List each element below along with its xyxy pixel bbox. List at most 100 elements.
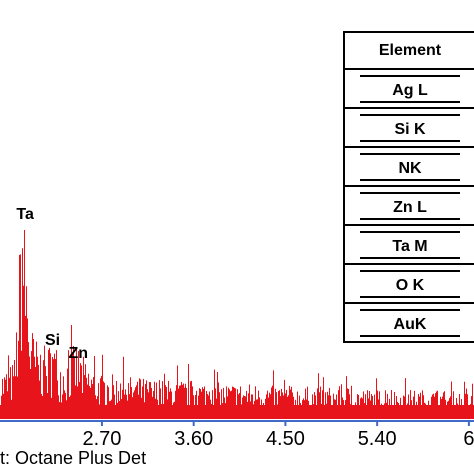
spectrum-bar bbox=[338, 390, 339, 419]
x-tick-label: 3.60 bbox=[174, 428, 213, 450]
spectrum-bar bbox=[164, 373, 165, 419]
spectrum-bar bbox=[348, 389, 349, 419]
spectrum-bar bbox=[199, 388, 200, 419]
spectrum-bar bbox=[170, 388, 171, 419]
peak-label-zn: Zn bbox=[68, 344, 88, 362]
spectrum-bar bbox=[183, 383, 184, 419]
spectrum-bar bbox=[281, 388, 282, 419]
spectrum-bar bbox=[177, 365, 178, 419]
spectrum-bar bbox=[200, 389, 201, 419]
spectrum-bar bbox=[184, 387, 185, 419]
spectrum-bar bbox=[235, 388, 236, 419]
spectrum-bar bbox=[81, 365, 82, 419]
spectrum-bar bbox=[32, 333, 33, 419]
spectrum-bar bbox=[229, 389, 230, 419]
x-axis-ticks: 2.70 3.60 4.50 5.40 6 bbox=[82, 421, 474, 450]
spectrum-bar bbox=[347, 388, 348, 419]
spectrum-bar bbox=[13, 376, 14, 419]
spectrum-bar bbox=[466, 388, 467, 419]
legend-rows: Ag L Si K NK Zn L Ta M O K AuK bbox=[345, 70, 474, 341]
spectrum-bar bbox=[102, 354, 103, 419]
spectrum-bar bbox=[35, 367, 36, 419]
spectrum-bar bbox=[67, 368, 68, 419]
spectrum-bar bbox=[273, 370, 274, 419]
spectrum-bar bbox=[145, 383, 146, 419]
spectrum-bar bbox=[77, 386, 78, 419]
spectrum-bar bbox=[29, 356, 30, 419]
spectrum-bar bbox=[180, 385, 181, 419]
spectrum-bar bbox=[71, 325, 72, 419]
spectrum-bar bbox=[191, 380, 192, 419]
spectrum-bar bbox=[165, 385, 166, 419]
legend-row: Ta M bbox=[345, 226, 474, 265]
spectrum-bar bbox=[101, 375, 102, 419]
spectrum-bar bbox=[329, 387, 330, 419]
spectrum-bar bbox=[80, 363, 81, 419]
spectrum-bar bbox=[125, 389, 126, 419]
element-legend-table: Element Ag L Si K NK Zn L Ta M O K AuK bbox=[343, 31, 474, 343]
spectrum-bar bbox=[30, 369, 31, 419]
spectrum-bar bbox=[135, 387, 136, 419]
spectrum-bar bbox=[212, 390, 213, 419]
spectrum-bar bbox=[289, 385, 290, 419]
spectrum-bar bbox=[18, 340, 19, 419]
spectrum-bar bbox=[53, 359, 54, 419]
spectrum-bar bbox=[93, 376, 94, 419]
spectrum-bar bbox=[50, 353, 51, 419]
spectrum-bar bbox=[231, 390, 232, 419]
legend-element-label: Ag L bbox=[360, 74, 460, 103]
spectrum-bar bbox=[89, 385, 90, 419]
spectrum-bar bbox=[4, 377, 5, 419]
spectrum-bar bbox=[24, 230, 25, 419]
spectrum-bar bbox=[14, 359, 15, 419]
spectrum-bar bbox=[451, 381, 452, 419]
spectrum-bar bbox=[258, 390, 259, 419]
spectrum-bar bbox=[83, 356, 84, 419]
spectrum-bar bbox=[84, 375, 85, 419]
spectrum-bar bbox=[317, 388, 318, 419]
spectrum-bar bbox=[160, 388, 161, 419]
spectrum-bar bbox=[286, 389, 287, 419]
spectrum-bar bbox=[156, 382, 157, 419]
spectrum-bar bbox=[38, 364, 39, 419]
x-tick-label: 2.70 bbox=[82, 428, 121, 450]
x-tick-label: 6 bbox=[463, 428, 474, 450]
spectrum-bar bbox=[405, 378, 406, 419]
spectrum-bar bbox=[92, 384, 93, 419]
spectrum-bar bbox=[123, 356, 124, 419]
spectrum-bar bbox=[154, 381, 155, 419]
spectrum-bar bbox=[2, 378, 3, 419]
spectrum-bar bbox=[185, 383, 186, 419]
spectrum-bar bbox=[23, 285, 24, 419]
spectrum-bar bbox=[6, 374, 7, 419]
spectrum-bar bbox=[36, 341, 37, 419]
spectrum-bar bbox=[202, 387, 203, 419]
spectrum-bar bbox=[10, 367, 11, 419]
spectrum-bar bbox=[60, 372, 61, 419]
spectrum-bar bbox=[367, 390, 368, 419]
spectrum-bar bbox=[100, 378, 101, 419]
spectrum-bar bbox=[57, 380, 58, 419]
spectrum-bar bbox=[140, 379, 141, 419]
spectrum-bar bbox=[223, 387, 224, 419]
legend-element-label: AuK bbox=[360, 308, 460, 337]
spectrum-bar bbox=[323, 377, 324, 419]
spectrum-bar bbox=[166, 386, 167, 419]
spectrum-bar bbox=[49, 347, 50, 419]
spectrum-bar bbox=[162, 381, 163, 419]
spectrum-bar bbox=[218, 382, 219, 419]
spectrum-bar bbox=[28, 342, 29, 419]
spectrum-bar bbox=[168, 380, 169, 419]
spectrum-bar bbox=[237, 389, 238, 419]
legend-element-label: O K bbox=[360, 269, 460, 298]
legend-row: O K bbox=[345, 265, 474, 304]
spectrum-bar bbox=[271, 387, 272, 419]
spectrum-bar bbox=[72, 353, 73, 419]
spectrum-bar bbox=[272, 385, 273, 419]
spectrum-bar bbox=[37, 356, 38, 419]
spectrum-bar bbox=[120, 383, 121, 419]
spectrum-bar bbox=[20, 254, 21, 419]
spectrum-bar bbox=[40, 354, 41, 419]
spectrum-bar bbox=[78, 351, 79, 419]
spectrum-bar bbox=[142, 386, 143, 419]
